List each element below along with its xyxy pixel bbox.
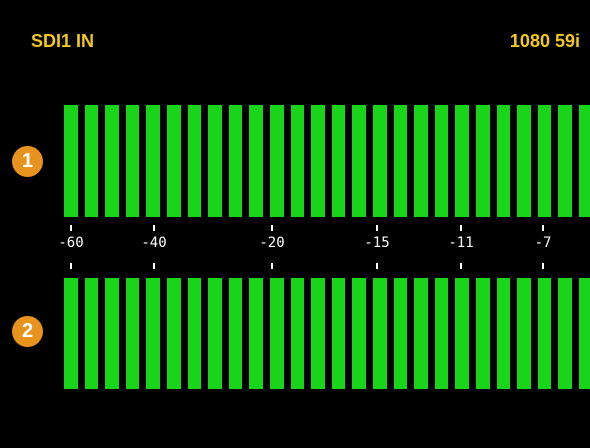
channel-2-badge: 2 — [12, 316, 43, 347]
meter-segment — [187, 278, 202, 389]
meter-segment — [249, 105, 263, 217]
meter-segment — [517, 278, 531, 389]
scale-tick — [153, 225, 155, 231]
scale-tick — [460, 225, 462, 231]
meter-segment — [414, 278, 428, 389]
meter-segment — [311, 105, 325, 217]
scale-tick — [542, 263, 544, 269]
meter-segment — [187, 105, 202, 217]
meter-segment — [414, 105, 428, 217]
meter-segment — [434, 278, 449, 389]
meter-segment — [167, 105, 181, 217]
scale-tick — [271, 225, 273, 231]
meter-segment — [208, 278, 222, 389]
meter-segment — [105, 105, 119, 217]
scale-tick — [70, 263, 72, 269]
meter-segment — [373, 105, 387, 217]
meter-segment — [352, 278, 366, 389]
meter-segment — [290, 278, 305, 389]
meter-segment — [558, 105, 572, 217]
meter-segment — [249, 278, 263, 389]
scale-tick — [271, 263, 273, 269]
scale-label-7: -7 — [534, 235, 552, 251]
meter-segment — [146, 278, 160, 389]
scale-label-11: -11 — [448, 235, 474, 251]
scale-tick — [460, 263, 462, 269]
meter-segment — [537, 105, 552, 217]
meter-segment — [84, 278, 99, 389]
meter-segment — [167, 278, 181, 389]
meter-segment — [208, 105, 222, 217]
channel-2-meter — [60, 278, 590, 389]
db-scale: -60 -40 -20 -15 -11 -7 — [0, 217, 590, 278]
meter-segment — [496, 105, 511, 217]
meter-segment — [64, 278, 78, 389]
input-label: SDI1 IN — [31, 31, 95, 51]
meter-segment — [84, 105, 99, 217]
scale-tick — [542, 225, 544, 231]
meter-segment — [146, 105, 160, 217]
meter-segment — [537, 278, 552, 389]
meter-segment — [331, 105, 346, 217]
meter-segment — [64, 105, 78, 217]
meter-segment — [228, 105, 243, 217]
meter-segment — [393, 105, 408, 217]
meter-segment — [105, 278, 119, 389]
meter-segment — [579, 105, 590, 217]
meter-segment — [228, 278, 243, 389]
meter-segment — [125, 105, 140, 217]
meter-segment — [352, 105, 366, 217]
scale-tick — [376, 225, 378, 231]
meter-segment — [270, 105, 284, 217]
scale-tick — [376, 263, 378, 269]
meter-segment — [373, 278, 387, 389]
video-format-label: 1080 59i — [509, 31, 580, 51]
scale-tick — [153, 263, 155, 269]
meter-segment — [393, 278, 408, 389]
channel-1-badge: 1 — [12, 146, 43, 177]
meter-segment — [290, 105, 305, 217]
scale-label-20: -20 — [259, 235, 285, 251]
meter-segment — [455, 278, 469, 389]
scale-label-40: -40 — [141, 235, 167, 251]
scale-tick — [70, 225, 72, 231]
channel-1-meter — [60, 105, 590, 217]
scale-label-60: -60 — [58, 235, 84, 251]
meter-segment — [434, 105, 449, 217]
meter-segment — [476, 278, 490, 389]
meter-segment — [455, 105, 469, 217]
meter-segment — [125, 278, 140, 389]
meter-segment — [270, 278, 284, 389]
meter-segment — [579, 278, 590, 389]
meter-segment — [311, 278, 325, 389]
meter-segment — [331, 278, 346, 389]
meter-segment — [496, 278, 511, 389]
meter-segment — [558, 278, 572, 389]
meter-segment — [476, 105, 490, 217]
scale-label-15: -15 — [364, 235, 390, 251]
meter-segment — [517, 105, 531, 217]
